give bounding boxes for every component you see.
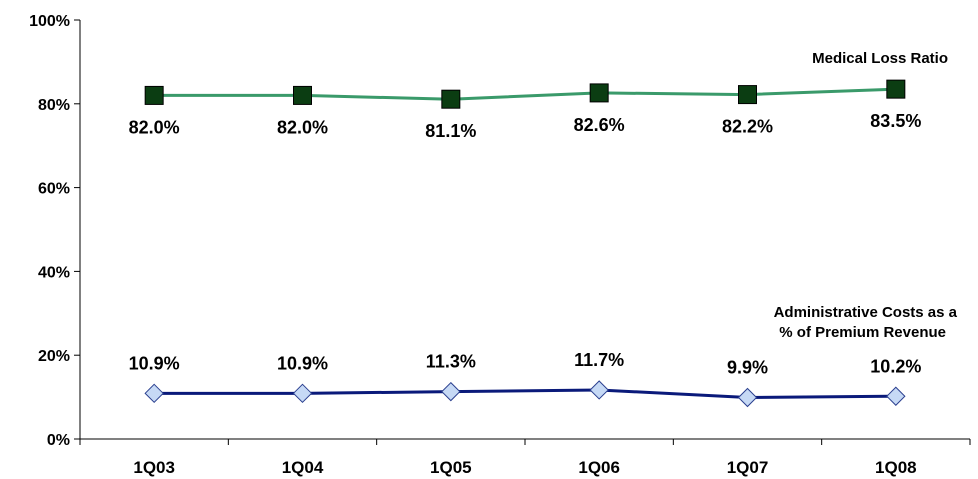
data-label: 83.5%	[870, 111, 921, 131]
data-label: 11.7%	[574, 350, 624, 370]
data-label: 82.0%	[129, 117, 180, 137]
data-label: 82.6%	[574, 115, 625, 135]
marker-diamond	[144, 383, 164, 404]
axes	[79, 20, 970, 440]
data-label: 11.3%	[426, 352, 476, 372]
x-tick-label: 1Q03	[133, 458, 175, 477]
series-markers	[144, 79, 906, 408]
marker-diamond	[886, 386, 906, 406]
data-label: 10.9%	[277, 353, 328, 373]
marker-diamond	[737, 387, 758, 408]
x-tick-label: 1Q04	[282, 458, 324, 477]
data-label: 82.0%	[277, 117, 328, 137]
marker-square	[886, 79, 906, 99]
series-lines	[154, 87, 896, 400]
y-tick-label: 80%	[38, 97, 70, 114]
data-label: 9.9%	[727, 358, 768, 378]
series-line-admin-costs	[154, 388, 896, 400]
y-tick-label: 100%	[29, 13, 70, 30]
marker-square	[738, 85, 757, 105]
x-tick-label: 1Q07	[727, 458, 769, 477]
marker-square	[293, 85, 312, 105]
data-label: 82.2%	[722, 117, 773, 137]
data-label: 10.9%	[129, 353, 180, 373]
marker-square	[589, 83, 609, 103]
marker-diamond	[292, 383, 313, 404]
x-ticks: 1Q03 1Q04 1Q05 1Q06 1Q07 1Q08	[79, 439, 971, 477]
marker-diamond	[589, 380, 609, 400]
x-tick-label: 1Q06	[578, 458, 620, 477]
data-label: 81.1%	[425, 121, 476, 141]
y-tick-label: 60%	[38, 181, 70, 198]
y-tick-label: 20%	[38, 348, 70, 365]
y-tick-label: 0%	[47, 432, 70, 449]
series-name-admin-costs-line-1: Administrative Costs as a	[774, 304, 958, 321]
marker-diamond	[441, 381, 461, 402]
series-line-medical-loss-ratio	[154, 87, 896, 101]
marker-square	[441, 89, 461, 109]
y-tick-label: 40%	[38, 264, 70, 281]
marker-square	[144, 85, 164, 105]
y-ticks: 0% 20% 40% 60% 80% 100%	[29, 13, 80, 449]
x-tick-label: 1Q08	[875, 458, 917, 477]
series-name-admin-costs-line-2: % of Premium Revenue	[779, 324, 946, 341]
series-names: Medical Loss Ratio Administrative Costs …	[774, 50, 958, 341]
data-labels: 82.0% 82.0% 81.1% 82.6% 82.2% 83.5% 10.9% 10.9%…	[129, 111, 922, 377]
x-tick-label: 1Q05	[430, 458, 472, 477]
data-label: 10.2%	[870, 356, 921, 376]
series-name-medical-loss-ratio: Medical Loss Ratio	[812, 50, 948, 67]
